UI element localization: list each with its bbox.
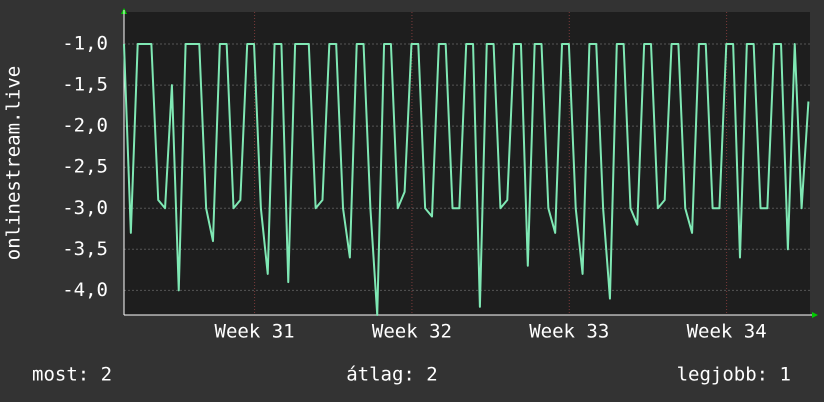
x-tick-label: Week 34 [687, 321, 767, 343]
data-line [123, 43, 810, 316]
y-tick-label: -2,0 [62, 115, 108, 137]
footer-current: most: 2 [32, 364, 112, 386]
plot-area [124, 12, 810, 315]
y-axis-label: onlinestream.live [3, 66, 25, 260]
y-tick-label: -1,0 [62, 33, 108, 55]
x-axis-arrow [812, 312, 818, 318]
y-tick-label: -4,0 [62, 279, 108, 301]
y-tick-label: -2,5 [62, 156, 108, 178]
y-tick-label: -3,5 [62, 238, 108, 260]
y-tick-label: -1,5 [62, 74, 108, 96]
x-tick-label: Week 31 [215, 321, 295, 343]
footer-average: átlag: 2 [346, 364, 438, 386]
x-tick-label: Week 32 [372, 321, 452, 343]
x-tick-label: Week 33 [529, 321, 609, 343]
y-tick-label: -3,0 [62, 197, 108, 219]
footer-best: legjobb: 1 [677, 364, 791, 386]
